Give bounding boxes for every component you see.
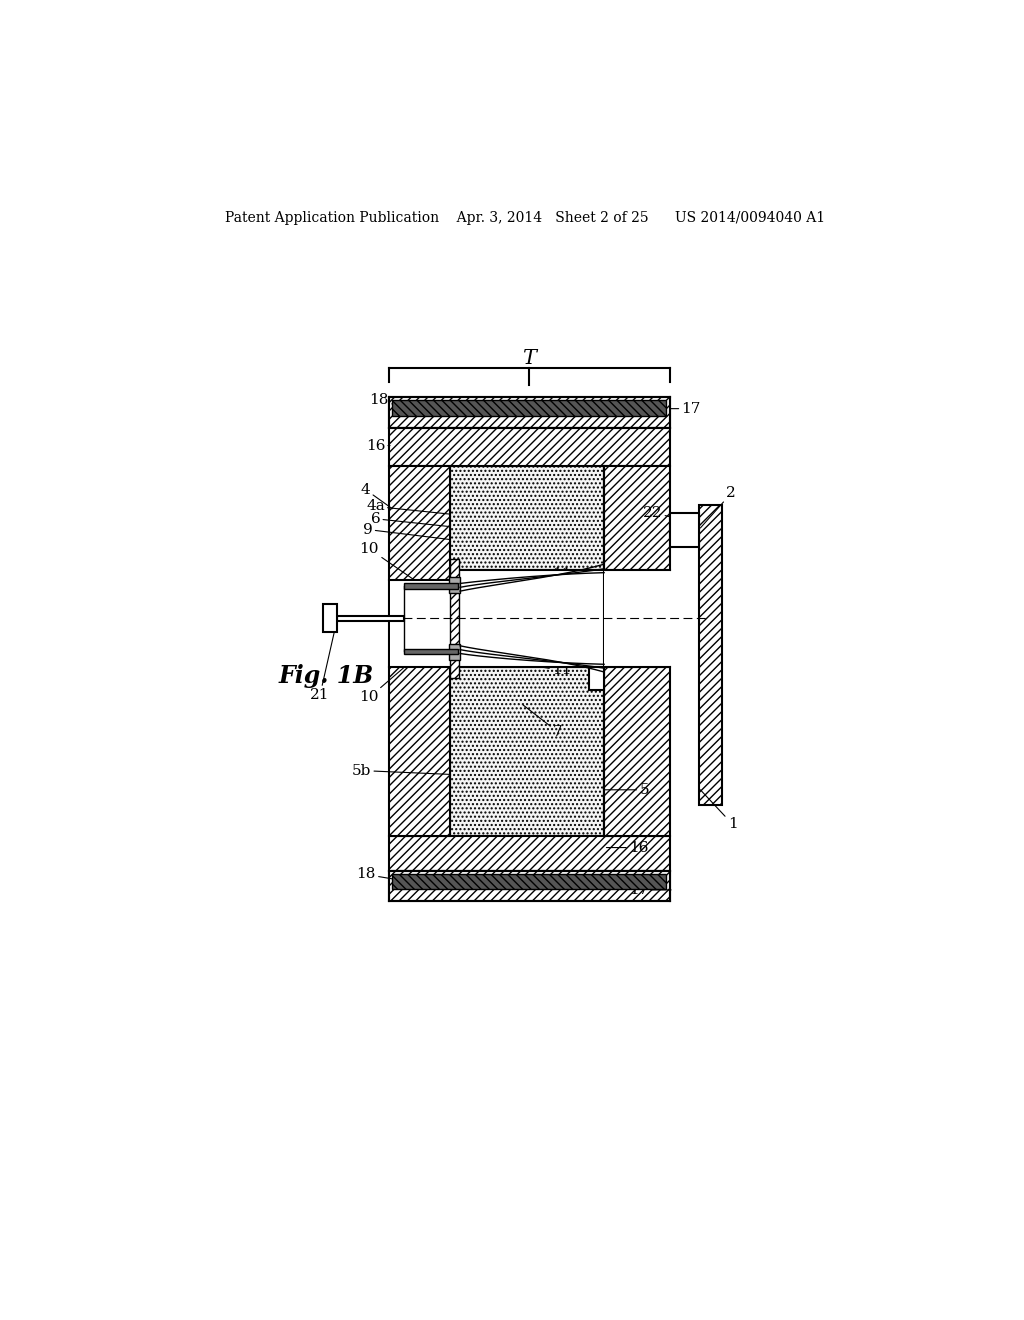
Bar xyxy=(449,644,460,660)
Bar xyxy=(390,581,451,667)
Bar xyxy=(451,466,604,570)
Bar xyxy=(392,400,666,416)
Text: 11: 11 xyxy=(539,664,571,677)
Text: Patent Application Publication    Apr. 3, 2014   Sheet 2 of 25      US 2014/0094: Patent Application Publication Apr. 3, 2… xyxy=(224,211,825,226)
Bar xyxy=(392,874,666,890)
Text: 16: 16 xyxy=(366,438,390,453)
Bar xyxy=(388,871,670,902)
Text: 5: 5 xyxy=(604,783,649,797)
Bar xyxy=(388,466,451,836)
Bar xyxy=(589,667,604,689)
Text: 5b: 5b xyxy=(352,763,451,777)
Text: 6: 6 xyxy=(371,512,449,527)
Text: 8: 8 xyxy=(605,611,627,626)
Text: T: T xyxy=(522,348,536,368)
Text: 17: 17 xyxy=(629,883,671,896)
Bar xyxy=(388,836,670,871)
Bar xyxy=(604,570,670,667)
Text: 7: 7 xyxy=(523,705,563,739)
Text: 4: 4 xyxy=(360,483,392,508)
Bar xyxy=(670,512,698,548)
Text: 9: 9 xyxy=(362,523,451,540)
Bar xyxy=(698,506,722,805)
Bar xyxy=(451,558,460,678)
Text: 10: 10 xyxy=(359,541,419,583)
Bar xyxy=(604,466,670,570)
Bar xyxy=(451,570,604,667)
Text: 21: 21 xyxy=(310,620,337,702)
Text: 4a: 4a xyxy=(366,499,451,515)
Text: 10: 10 xyxy=(359,655,419,705)
Bar xyxy=(388,397,670,428)
Bar xyxy=(449,577,460,594)
Text: 16: 16 xyxy=(606,841,648,854)
Bar xyxy=(451,667,604,836)
Text: 2: 2 xyxy=(700,486,736,528)
Text: 11: 11 xyxy=(539,568,571,581)
Text: 18: 18 xyxy=(370,393,392,407)
Bar xyxy=(388,428,670,466)
Text: 22: 22 xyxy=(643,506,685,520)
Bar xyxy=(403,583,458,589)
Text: 18: 18 xyxy=(356,867,394,882)
Bar xyxy=(323,605,337,632)
Bar xyxy=(403,649,458,655)
Bar xyxy=(604,667,670,836)
Bar xyxy=(337,615,403,622)
Text: Fig. 1B: Fig. 1B xyxy=(279,664,374,688)
Text: 17: 17 xyxy=(671,401,700,416)
Text: 1: 1 xyxy=(700,789,737,832)
